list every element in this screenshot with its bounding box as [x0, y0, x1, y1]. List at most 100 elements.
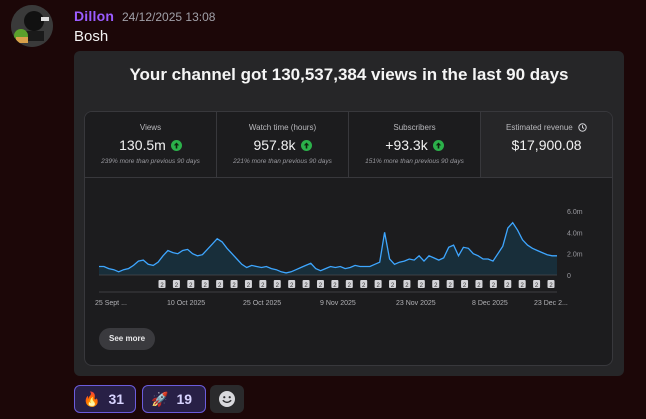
analytics-embed: Your channel got 130,537,384 views in th…: [74, 51, 624, 376]
svg-text:2: 2: [319, 283, 323, 289]
stat-revenue[interactable]: Estimated revenue $17,900.08: [481, 112, 612, 178]
svg-text:2: 2: [175, 283, 179, 289]
video-marker[interactable]: 2: [331, 280, 339, 289]
message-text: Bosh: [74, 28, 109, 45]
y-tick-label: 0: [567, 273, 571, 280]
x-tick-label: 25 Oct 2025: [243, 300, 281, 307]
video-marker[interactable]: 2: [244, 280, 252, 289]
reaction-fire[interactable]: 🔥 31: [74, 385, 136, 413]
add-reaction-button[interactable]: [210, 385, 244, 413]
y-tick-label: 2.0m: [567, 252, 583, 259]
video-marker[interactable]: 2: [504, 280, 512, 289]
svg-text:2: 2: [535, 283, 539, 289]
see-more-button[interactable]: See more: [99, 328, 156, 350]
clock-icon: [578, 123, 587, 133]
embed-title: Your channel got 130,537,384 views in th…: [129, 65, 569, 84]
username[interactable]: Dillon: [74, 8, 115, 24]
svg-text:2: 2: [506, 283, 510, 289]
video-marker[interactable]: 2: [158, 280, 166, 289]
x-tick-label: 23 Dec 2...: [534, 300, 568, 307]
series-line: [99, 221, 557, 274]
stat-value: +93.3k: [385, 137, 428, 153]
video-marker[interactable]: 2: [518, 280, 526, 289]
svg-text:2: 2: [290, 283, 294, 289]
video-marker[interactable]: 2: [533, 280, 541, 289]
video-marker[interactable]: 2: [316, 280, 324, 289]
svg-text:2: 2: [232, 283, 236, 289]
svg-text:2: 2: [448, 283, 452, 289]
svg-text:2: 2: [189, 283, 193, 289]
avatar-image: [11, 5, 53, 47]
reaction-count: 19: [176, 391, 193, 407]
video-marker[interactable]: 2: [547, 280, 555, 289]
avatar[interactable]: [11, 5, 53, 47]
svg-text:2: 2: [160, 283, 164, 289]
fire-icon: 🔥: [83, 390, 101, 407]
svg-text:2: 2: [247, 283, 251, 289]
x-tick-label: 25 Sept ...: [95, 300, 127, 307]
stats-row: Views 130.5m 239% more than previous 90 …: [85, 112, 612, 178]
video-marker[interactable]: 2: [446, 280, 454, 289]
stat-value: $17,900.08: [511, 137, 582, 154]
analytics-card: Views 130.5m 239% more than previous 90 …: [84, 111, 613, 366]
stat-subtext: 151% more than previous 90 days: [365, 158, 464, 165]
video-marker[interactable]: 2: [475, 280, 483, 289]
stat-subtext: 239% more than previous 90 days: [101, 158, 200, 165]
video-marker[interactable]: 2: [273, 280, 281, 289]
video-marker[interactable]: 2: [360, 280, 368, 289]
stat-watch-time[interactable]: Watch time (hours) 957.8k 221% more than…: [217, 112, 349, 178]
video-marker[interactable]: 2: [345, 280, 353, 289]
stat-subtext: 221% more than previous 90 days: [233, 158, 332, 165]
svg-text:2: 2: [549, 283, 553, 289]
video-marker[interactable]: 2: [201, 280, 209, 289]
video-marker[interactable]: 2: [302, 280, 310, 289]
video-marker[interactable]: 2: [403, 280, 411, 289]
reaction-rocket[interactable]: 🚀 19: [142, 385, 206, 413]
stat-label: Watch time (hours): [248, 123, 317, 132]
stat-label: Subscribers: [393, 123, 436, 132]
smiley-icon: [219, 391, 235, 407]
svg-text:2: 2: [492, 283, 496, 289]
trend-up-icon: [170, 139, 182, 151]
video-marker[interactable]: 2: [172, 280, 180, 289]
rocket-icon: 🚀: [151, 390, 169, 407]
svg-text:2: 2: [218, 283, 222, 289]
svg-text:2: 2: [405, 283, 409, 289]
y-tick-label: 6.0m: [567, 209, 583, 216]
svg-text:2: 2: [376, 283, 380, 289]
video-marker[interactable]: 2: [259, 280, 267, 289]
trend-up-icon: [432, 139, 444, 151]
svg-text:2: 2: [348, 283, 352, 289]
stat-value: 130.5m: [119, 137, 166, 153]
video-marker[interactable]: 2: [288, 280, 296, 289]
timestamp: 24/12/2025 13:08: [122, 10, 216, 24]
video-marker[interactable]: 2: [374, 280, 382, 289]
svg-text:2: 2: [391, 283, 395, 289]
video-marker[interactable]: 2: [187, 280, 195, 289]
video-marker[interactable]: 2: [230, 280, 238, 289]
x-tick-label: 8 Dec 2025: [472, 300, 508, 307]
svg-text:2: 2: [521, 283, 525, 289]
video-marker[interactable]: 2: [489, 280, 497, 289]
video-marker[interactable]: 2: [461, 280, 469, 289]
x-tick-label: 9 Nov 2025: [320, 300, 356, 307]
stat-label: Views: [139, 123, 162, 132]
svg-text:2: 2: [261, 283, 265, 289]
reaction-count: 31: [108, 391, 125, 407]
video-marker[interactable]: 2: [417, 280, 425, 289]
x-tick-label: 23 Nov 2025: [396, 300, 436, 307]
svg-text:2: 2: [362, 283, 366, 289]
stat-views[interactable]: Views 130.5m 239% more than previous 90 …: [85, 112, 217, 178]
svg-text:2: 2: [420, 283, 424, 289]
views-chart[interactable]: 6.0m 4.0m 2.0m 0 2 2 2 2 2 2 2 2 2 2 2 2 2 2 2 2 2 2 2 2 2 2 2 2 2 2 2…: [85, 178, 612, 365]
stat-subscribers[interactable]: Subscribers +93.3k 151% more than previo…: [349, 112, 481, 178]
svg-text:2: 2: [463, 283, 467, 289]
stat-label: Estimated revenue: [506, 123, 573, 132]
video-marker[interactable]: 2: [216, 280, 224, 289]
video-marker[interactable]: 2: [432, 280, 440, 289]
svg-text:2: 2: [304, 283, 308, 289]
stat-value: 957.8k: [253, 137, 296, 153]
svg-text:2: 2: [434, 283, 438, 289]
video-marker[interactable]: 2: [389, 280, 397, 289]
series-area: [99, 222, 557, 275]
